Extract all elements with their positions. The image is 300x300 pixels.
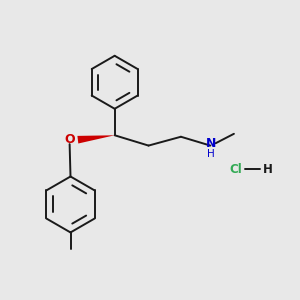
- Text: H: H: [207, 149, 214, 159]
- Text: Cl: Cl: [229, 163, 242, 176]
- Text: H: H: [263, 163, 273, 176]
- Text: N: N: [206, 137, 216, 150]
- Polygon shape: [77, 135, 115, 143]
- Text: O: O: [64, 133, 75, 146]
